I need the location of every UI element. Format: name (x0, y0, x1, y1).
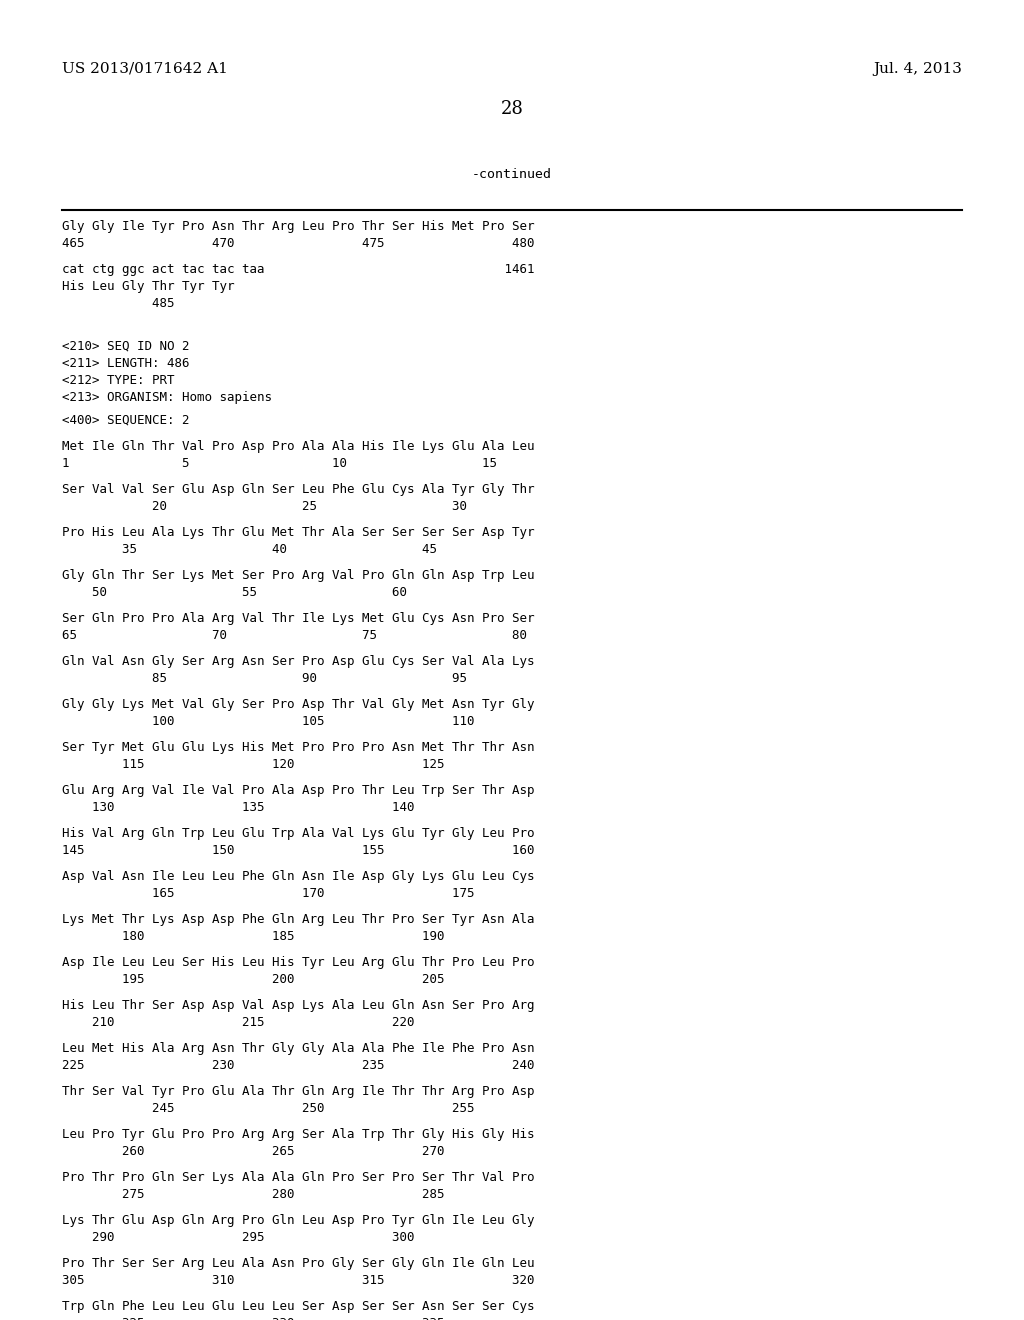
Text: Pro His Leu Ala Lys Thr Glu Met Thr Ala Ser Ser Ser Ser Asp Tyr: Pro His Leu Ala Lys Thr Glu Met Thr Ala … (62, 525, 535, 539)
Text: Thr Ser Val Tyr Pro Glu Ala Thr Gln Arg Ile Thr Thr Arg Pro Asp: Thr Ser Val Tyr Pro Glu Ala Thr Gln Arg … (62, 1085, 535, 1098)
Text: 145                 150                 155                 160: 145 150 155 160 (62, 843, 535, 857)
Text: Leu Pro Tyr Glu Pro Pro Arg Arg Ser Ala Trp Thr Gly His Gly His: Leu Pro Tyr Glu Pro Pro Arg Arg Ser Ala … (62, 1129, 535, 1140)
Text: Trp Gln Phe Leu Leu Glu Leu Leu Ser Asp Ser Ser Asn Ser Ser Cys: Trp Gln Phe Leu Leu Glu Leu Leu Ser Asp … (62, 1300, 535, 1313)
Text: 305                 310                 315                 320: 305 310 315 320 (62, 1274, 535, 1287)
Text: 1               5                   10                  15: 1 5 10 15 (62, 457, 497, 470)
Text: 465                 470                 475                 480: 465 470 475 480 (62, 238, 535, 249)
Text: <213> ORGANISM: Homo sapiens: <213> ORGANISM: Homo sapiens (62, 391, 272, 404)
Text: 290                 295                 300: 290 295 300 (62, 1232, 415, 1243)
Text: Asp Val Asn Ile Leu Leu Phe Gln Asn Ile Asp Gly Lys Glu Leu Cys: Asp Val Asn Ile Leu Leu Phe Gln Asn Ile … (62, 870, 535, 883)
Text: 65                  70                  75                  80: 65 70 75 80 (62, 630, 527, 642)
Text: Gly Gly Lys Met Val Gly Ser Pro Asp Thr Val Gly Met Asn Tyr Gly: Gly Gly Lys Met Val Gly Ser Pro Asp Thr … (62, 698, 535, 711)
Text: cat ctg ggc act tac tac taa                                1461: cat ctg ggc act tac tac taa 1461 (62, 263, 535, 276)
Text: Lys Thr Glu Asp Gln Arg Pro Gln Leu Asp Pro Tyr Gln Ile Leu Gly: Lys Thr Glu Asp Gln Arg Pro Gln Leu Asp … (62, 1214, 535, 1228)
Text: His Leu Gly Thr Tyr Tyr: His Leu Gly Thr Tyr Tyr (62, 280, 234, 293)
Text: 85                  90                  95: 85 90 95 (62, 672, 467, 685)
Text: 245                 250                 255: 245 250 255 (62, 1102, 474, 1115)
Text: 260                 265                 270: 260 265 270 (62, 1144, 444, 1158)
Text: 100                 105                 110: 100 105 110 (62, 715, 474, 729)
Text: <210> SEQ ID NO 2: <210> SEQ ID NO 2 (62, 341, 189, 352)
Text: 115                 120                 125: 115 120 125 (62, 758, 444, 771)
Text: Leu Met His Ala Arg Asn Thr Gly Gly Ala Ala Phe Ile Phe Pro Asn: Leu Met His Ala Arg Asn Thr Gly Gly Ala … (62, 1041, 535, 1055)
Text: 195                 200                 205: 195 200 205 (62, 973, 444, 986)
Text: 210                 215                 220: 210 215 220 (62, 1016, 415, 1030)
Text: Asp Ile Leu Leu Ser His Leu His Tyr Leu Arg Glu Thr Pro Leu Pro: Asp Ile Leu Leu Ser His Leu His Tyr Leu … (62, 956, 535, 969)
Text: Gly Gln Thr Ser Lys Met Ser Pro Arg Val Pro Gln Gln Asp Trp Leu: Gly Gln Thr Ser Lys Met Ser Pro Arg Val … (62, 569, 535, 582)
Text: <212> TYPE: PRT: <212> TYPE: PRT (62, 374, 174, 387)
Text: 28: 28 (501, 100, 523, 117)
Text: Pro Thr Ser Ser Arg Leu Ala Asn Pro Gly Ser Gly Gln Ile Gln Leu: Pro Thr Ser Ser Arg Leu Ala Asn Pro Gly … (62, 1257, 535, 1270)
Text: 50                  55                  60: 50 55 60 (62, 586, 407, 599)
Text: <211> LENGTH: 486: <211> LENGTH: 486 (62, 356, 189, 370)
Text: 485: 485 (62, 297, 174, 310)
Text: 35                  40                  45: 35 40 45 (62, 543, 437, 556)
Text: Glu Arg Arg Val Ile Val Pro Ala Asp Pro Thr Leu Trp Ser Thr Asp: Glu Arg Arg Val Ile Val Pro Ala Asp Pro … (62, 784, 535, 797)
Text: Pro Thr Pro Gln Ser Lys Ala Ala Gln Pro Ser Pro Ser Thr Val Pro: Pro Thr Pro Gln Ser Lys Ala Ala Gln Pro … (62, 1171, 535, 1184)
Text: Ser Gln Pro Pro Ala Arg Val Thr Ile Lys Met Glu Cys Asn Pro Ser: Ser Gln Pro Pro Ala Arg Val Thr Ile Lys … (62, 612, 535, 624)
Text: 20                  25                  30: 20 25 30 (62, 500, 467, 513)
Text: Met Ile Gln Thr Val Pro Asp Pro Ala Ala His Ile Lys Glu Ala Leu: Met Ile Gln Thr Val Pro Asp Pro Ala Ala … (62, 440, 535, 453)
Text: Gly Gly Ile Tyr Pro Asn Thr Arg Leu Pro Thr Ser His Met Pro Ser: Gly Gly Ile Tyr Pro Asn Thr Arg Leu Pro … (62, 220, 535, 234)
Text: Gln Val Asn Gly Ser Arg Asn Ser Pro Asp Glu Cys Ser Val Ala Lys: Gln Val Asn Gly Ser Arg Asn Ser Pro Asp … (62, 655, 535, 668)
Text: US 2013/0171642 A1: US 2013/0171642 A1 (62, 62, 228, 77)
Text: <400> SEQUENCE: 2: <400> SEQUENCE: 2 (62, 414, 189, 426)
Text: Ser Tyr Met Glu Glu Lys His Met Pro Pro Pro Asn Met Thr Thr Asn: Ser Tyr Met Glu Glu Lys His Met Pro Pro … (62, 741, 535, 754)
Text: Jul. 4, 2013: Jul. 4, 2013 (873, 62, 962, 77)
Text: 275                 280                 285: 275 280 285 (62, 1188, 444, 1201)
Text: 180                 185                 190: 180 185 190 (62, 931, 444, 942)
Text: 165                 170                 175: 165 170 175 (62, 887, 474, 900)
Text: His Leu Thr Ser Asp Asp Val Asp Lys Ala Leu Gln Asn Ser Pro Arg: His Leu Thr Ser Asp Asp Val Asp Lys Ala … (62, 999, 535, 1012)
Text: Ser Val Val Ser Glu Asp Gln Ser Leu Phe Glu Cys Ala Tyr Gly Thr: Ser Val Val Ser Glu Asp Gln Ser Leu Phe … (62, 483, 535, 496)
Text: -continued: -continued (472, 168, 552, 181)
Text: 130                 135                 140: 130 135 140 (62, 801, 415, 814)
Text: 325                 330                 335: 325 330 335 (62, 1317, 444, 1320)
Text: Lys Met Thr Lys Asp Asp Phe Gln Arg Leu Thr Pro Ser Tyr Asn Ala: Lys Met Thr Lys Asp Asp Phe Gln Arg Leu … (62, 913, 535, 927)
Text: 225                 230                 235                 240: 225 230 235 240 (62, 1059, 535, 1072)
Text: His Val Arg Gln Trp Leu Glu Trp Ala Val Lys Glu Tyr Gly Leu Pro: His Val Arg Gln Trp Leu Glu Trp Ala Val … (62, 828, 535, 840)
